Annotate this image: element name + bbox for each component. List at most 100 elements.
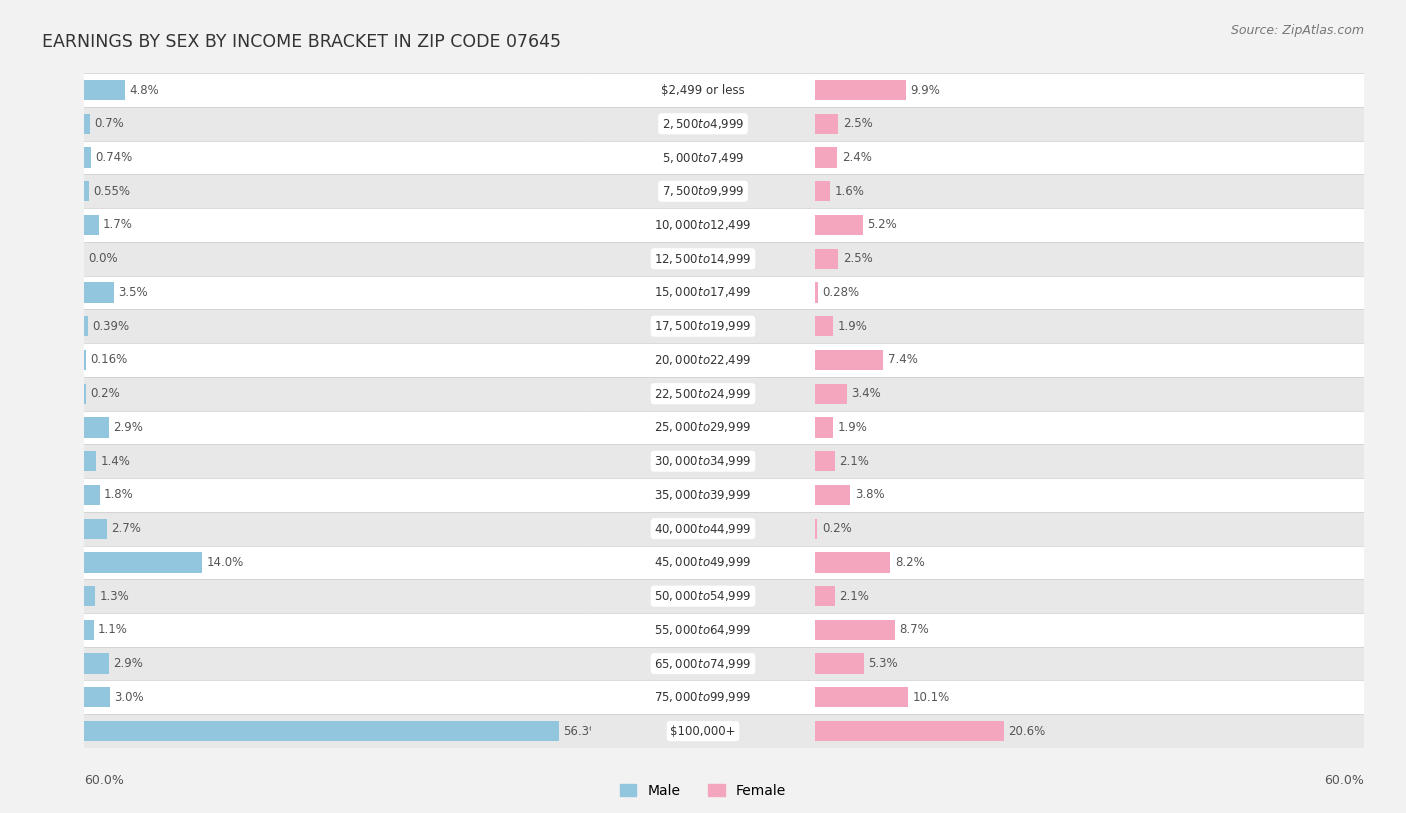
Bar (815, 478, 1364, 512)
Legend: Male, Female: Male, Female (620, 784, 786, 798)
Text: 1.4%: 1.4% (100, 454, 131, 467)
Bar (815, 384, 846, 404)
Text: 2.9%: 2.9% (112, 421, 143, 434)
Bar (815, 647, 1364, 680)
Bar (591, 377, 815, 411)
Text: 8.7%: 8.7% (900, 624, 929, 637)
Text: $45,000 to $49,999: $45,000 to $49,999 (654, 555, 752, 569)
Bar (84, 417, 108, 437)
Bar (84, 647, 591, 680)
Text: $2,500 to $4,999: $2,500 to $4,999 (662, 117, 744, 131)
Bar (815, 654, 863, 674)
Bar (84, 80, 125, 100)
Bar (815, 721, 1004, 741)
Text: $22,500 to $24,999: $22,500 to $24,999 (654, 387, 752, 401)
Bar (591, 478, 815, 512)
Text: 9.9%: 9.9% (911, 84, 941, 97)
Bar (84, 546, 591, 579)
Bar (84, 654, 108, 674)
Text: $25,000 to $29,999: $25,000 to $29,999 (654, 420, 752, 434)
Bar (84, 181, 89, 202)
Text: 2.5%: 2.5% (844, 252, 873, 265)
Bar (84, 512, 591, 546)
Bar (815, 451, 835, 472)
Bar (84, 377, 591, 411)
Bar (815, 579, 1364, 613)
Text: 0.55%: 0.55% (93, 185, 131, 198)
Bar (84, 141, 591, 174)
Bar (84, 721, 560, 741)
Bar (815, 174, 1364, 208)
Bar (591, 141, 815, 174)
Text: 0.0%: 0.0% (89, 252, 118, 265)
Bar (815, 249, 838, 269)
Text: 3.5%: 3.5% (118, 286, 148, 299)
Text: 8.2%: 8.2% (896, 556, 925, 569)
Text: 1.1%: 1.1% (98, 624, 128, 637)
Text: $55,000 to $64,999: $55,000 to $64,999 (654, 623, 752, 637)
Bar (815, 417, 832, 437)
Bar (591, 174, 815, 208)
Bar (815, 282, 818, 302)
Bar (84, 174, 591, 208)
Text: $10,000 to $12,499: $10,000 to $12,499 (654, 218, 752, 232)
Text: $12,500 to $14,999: $12,500 to $14,999 (654, 252, 752, 266)
Bar (815, 620, 896, 640)
Bar (84, 107, 591, 141)
Bar (815, 512, 1364, 546)
Text: 3.0%: 3.0% (114, 691, 143, 704)
Text: 3.4%: 3.4% (851, 387, 882, 400)
Bar (815, 147, 838, 167)
Bar (84, 478, 591, 512)
Text: 7.4%: 7.4% (887, 354, 918, 367)
Text: 2.1%: 2.1% (839, 454, 869, 467)
Bar (84, 687, 110, 707)
Bar (815, 107, 1364, 141)
Bar (815, 114, 838, 134)
Bar (84, 552, 202, 572)
Bar (84, 282, 114, 302)
Bar (815, 350, 883, 370)
Text: $2,499 or less: $2,499 or less (661, 84, 745, 97)
Text: $30,000 to $34,999: $30,000 to $34,999 (654, 454, 752, 468)
Text: $65,000 to $74,999: $65,000 to $74,999 (654, 657, 752, 671)
Bar (815, 208, 1364, 241)
Bar (815, 73, 1364, 107)
Bar (84, 215, 98, 235)
Bar (591, 343, 815, 377)
Bar (591, 309, 815, 343)
Bar (591, 715, 815, 748)
Bar (84, 620, 94, 640)
Bar (815, 343, 1364, 377)
Bar (815, 444, 1364, 478)
Bar (591, 73, 815, 107)
Bar (84, 147, 90, 167)
Text: 1.9%: 1.9% (838, 320, 868, 333)
Text: 3.8%: 3.8% (855, 489, 884, 502)
Text: $20,000 to $22,499: $20,000 to $22,499 (654, 353, 752, 367)
Text: $7,500 to $9,999: $7,500 to $9,999 (662, 185, 744, 198)
Text: 1.6%: 1.6% (835, 185, 865, 198)
Text: 5.2%: 5.2% (868, 219, 897, 232)
Text: 1.9%: 1.9% (838, 421, 868, 434)
Bar (84, 680, 591, 715)
Text: 4.8%: 4.8% (129, 84, 159, 97)
Text: 60.0%: 60.0% (1324, 774, 1364, 787)
Bar (591, 208, 815, 241)
Bar (84, 384, 86, 404)
Bar (815, 181, 830, 202)
Text: 0.7%: 0.7% (94, 117, 124, 130)
Bar (84, 715, 591, 748)
Text: 20.6%: 20.6% (1008, 724, 1046, 737)
Bar (815, 316, 832, 337)
Text: $17,500 to $19,999: $17,500 to $19,999 (654, 320, 752, 333)
Bar (815, 377, 1364, 411)
Bar (815, 485, 851, 505)
Bar (84, 316, 87, 337)
Bar (84, 613, 591, 647)
Bar (815, 276, 1364, 309)
Text: 14.0%: 14.0% (207, 556, 243, 569)
Text: 2.9%: 2.9% (112, 657, 143, 670)
Text: $15,000 to $17,499: $15,000 to $17,499 (654, 285, 752, 299)
Text: 2.4%: 2.4% (842, 151, 872, 164)
